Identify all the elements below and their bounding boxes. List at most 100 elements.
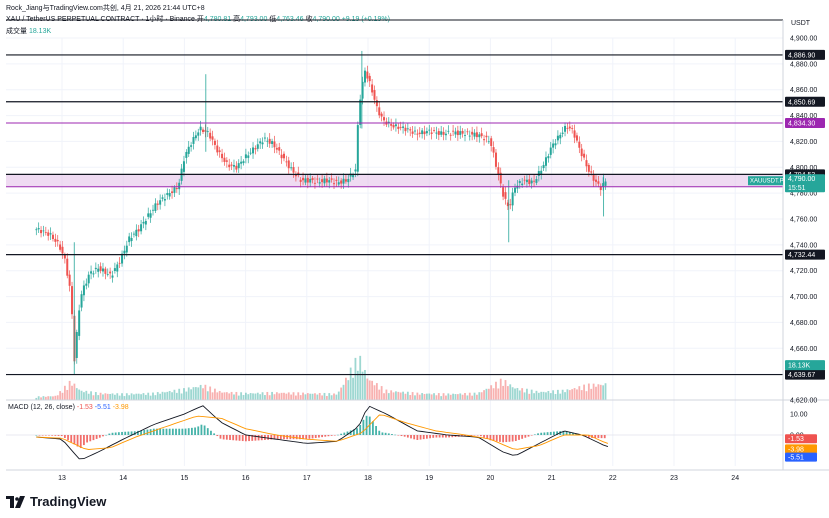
candle-body <box>97 268 100 272</box>
macd-histogram-bar <box>98 435 101 438</box>
volume-value: 18.13K <box>28 28 52 35</box>
candle-body <box>380 113 383 117</box>
volume-bar <box>483 390 485 400</box>
macd-histogram-bar <box>216 435 219 437</box>
volume-bar <box>121 393 123 400</box>
macd-histogram-bar <box>556 431 558 435</box>
volume-bar <box>347 380 350 400</box>
macd-histogram-bar <box>35 435 38 436</box>
candle-body <box>63 254 66 259</box>
volume-bar <box>552 390 555 400</box>
candle-body <box>323 178 326 184</box>
volume-bar <box>571 389 574 400</box>
candle-body <box>535 179 538 183</box>
volume-bar <box>440 396 443 400</box>
candle-body <box>71 286 74 315</box>
volume-bar <box>473 392 476 400</box>
candle-body <box>413 130 416 132</box>
candle-body <box>352 175 355 178</box>
macd-histogram-bar <box>546 432 549 435</box>
volume-bar <box>337 391 340 400</box>
candle-body <box>163 198 166 201</box>
volume-bar <box>87 393 90 400</box>
candle-body <box>113 268 116 271</box>
volume-bar <box>249 393 252 400</box>
candle-body <box>111 275 114 278</box>
volume-bar <box>528 393 531 400</box>
macd-histogram-bar <box>400 435 403 437</box>
candle-body <box>502 187 505 197</box>
volume-bar <box>178 388 181 400</box>
volume-bar <box>118 395 121 400</box>
macd-histogram-bar <box>63 435 66 438</box>
volume-bar <box>80 390 83 400</box>
macd-histogram-bar <box>203 425 206 435</box>
candle-body <box>311 177 314 181</box>
volume-bar <box>476 394 478 400</box>
candle-body <box>206 131 209 133</box>
macd-legend: MACD (12, 26, close) -1.53 -5.51 -3.98 <box>8 404 129 411</box>
candle-body <box>402 126 405 128</box>
candle-body <box>466 131 469 133</box>
candle-body <box>151 209 154 211</box>
candle-body <box>397 126 400 129</box>
macd-histogram-bar <box>314 435 317 438</box>
candle-body <box>366 71 369 79</box>
candle-body <box>244 154 247 159</box>
time-tick-label: 15 <box>181 475 189 482</box>
candle-body <box>92 273 95 275</box>
candle-body <box>423 131 426 135</box>
macd-histogram-bar <box>359 424 362 435</box>
time-tick-label: 13 <box>58 475 66 482</box>
candle-body <box>82 285 85 296</box>
candle-body <box>204 129 207 132</box>
current-price-text: 4,790.00 <box>788 176 815 183</box>
macd-histogram-bar <box>181 428 184 435</box>
candle-body <box>418 132 421 135</box>
macd-histogram-bar <box>492 435 495 441</box>
macd-histogram-bar <box>232 435 235 441</box>
volume-bar <box>411 392 414 400</box>
volume-bar <box>194 387 197 400</box>
candle-body <box>568 126 571 129</box>
candle-body <box>435 132 438 134</box>
candle-body <box>340 180 343 184</box>
macd-histogram-bar <box>397 435 400 436</box>
volume-bar <box>235 391 238 400</box>
volume-bar <box>554 394 557 400</box>
volume-bar <box>375 383 378 400</box>
candle-body <box>192 137 195 144</box>
macd-histogram-bar <box>553 431 555 435</box>
candle-body <box>587 164 590 172</box>
support-band-rect <box>6 174 783 187</box>
volume-bar <box>471 395 474 400</box>
level-badge <box>785 117 825 128</box>
volume-bar <box>561 389 564 400</box>
volume-bar <box>452 393 454 400</box>
candle-body <box>430 132 433 134</box>
price-tick-label: 4,760.00 <box>790 217 817 224</box>
candle-body <box>178 182 181 190</box>
volume-bar <box>99 392 102 400</box>
candle-body <box>261 142 264 145</box>
volume-bar <box>197 387 200 400</box>
candle-body <box>409 129 412 131</box>
candle-body <box>533 180 536 182</box>
volume-bar <box>266 391 269 400</box>
volume-bar <box>92 395 95 400</box>
volume-bar <box>54 395 57 400</box>
candle-body <box>456 130 459 136</box>
volume-bar <box>149 395 152 400</box>
macd-histogram-bar <box>365 415 368 435</box>
macd-histogram-bar <box>432 435 435 438</box>
candle-body <box>452 130 455 132</box>
candle-body <box>485 135 488 138</box>
candle-body <box>149 213 152 218</box>
candle-body <box>68 274 71 286</box>
volume-bar <box>133 394 135 400</box>
volume-bar <box>83 392 85 400</box>
candle-body <box>94 267 97 270</box>
volume-bar <box>526 388 528 400</box>
volume-bar <box>244 392 247 400</box>
